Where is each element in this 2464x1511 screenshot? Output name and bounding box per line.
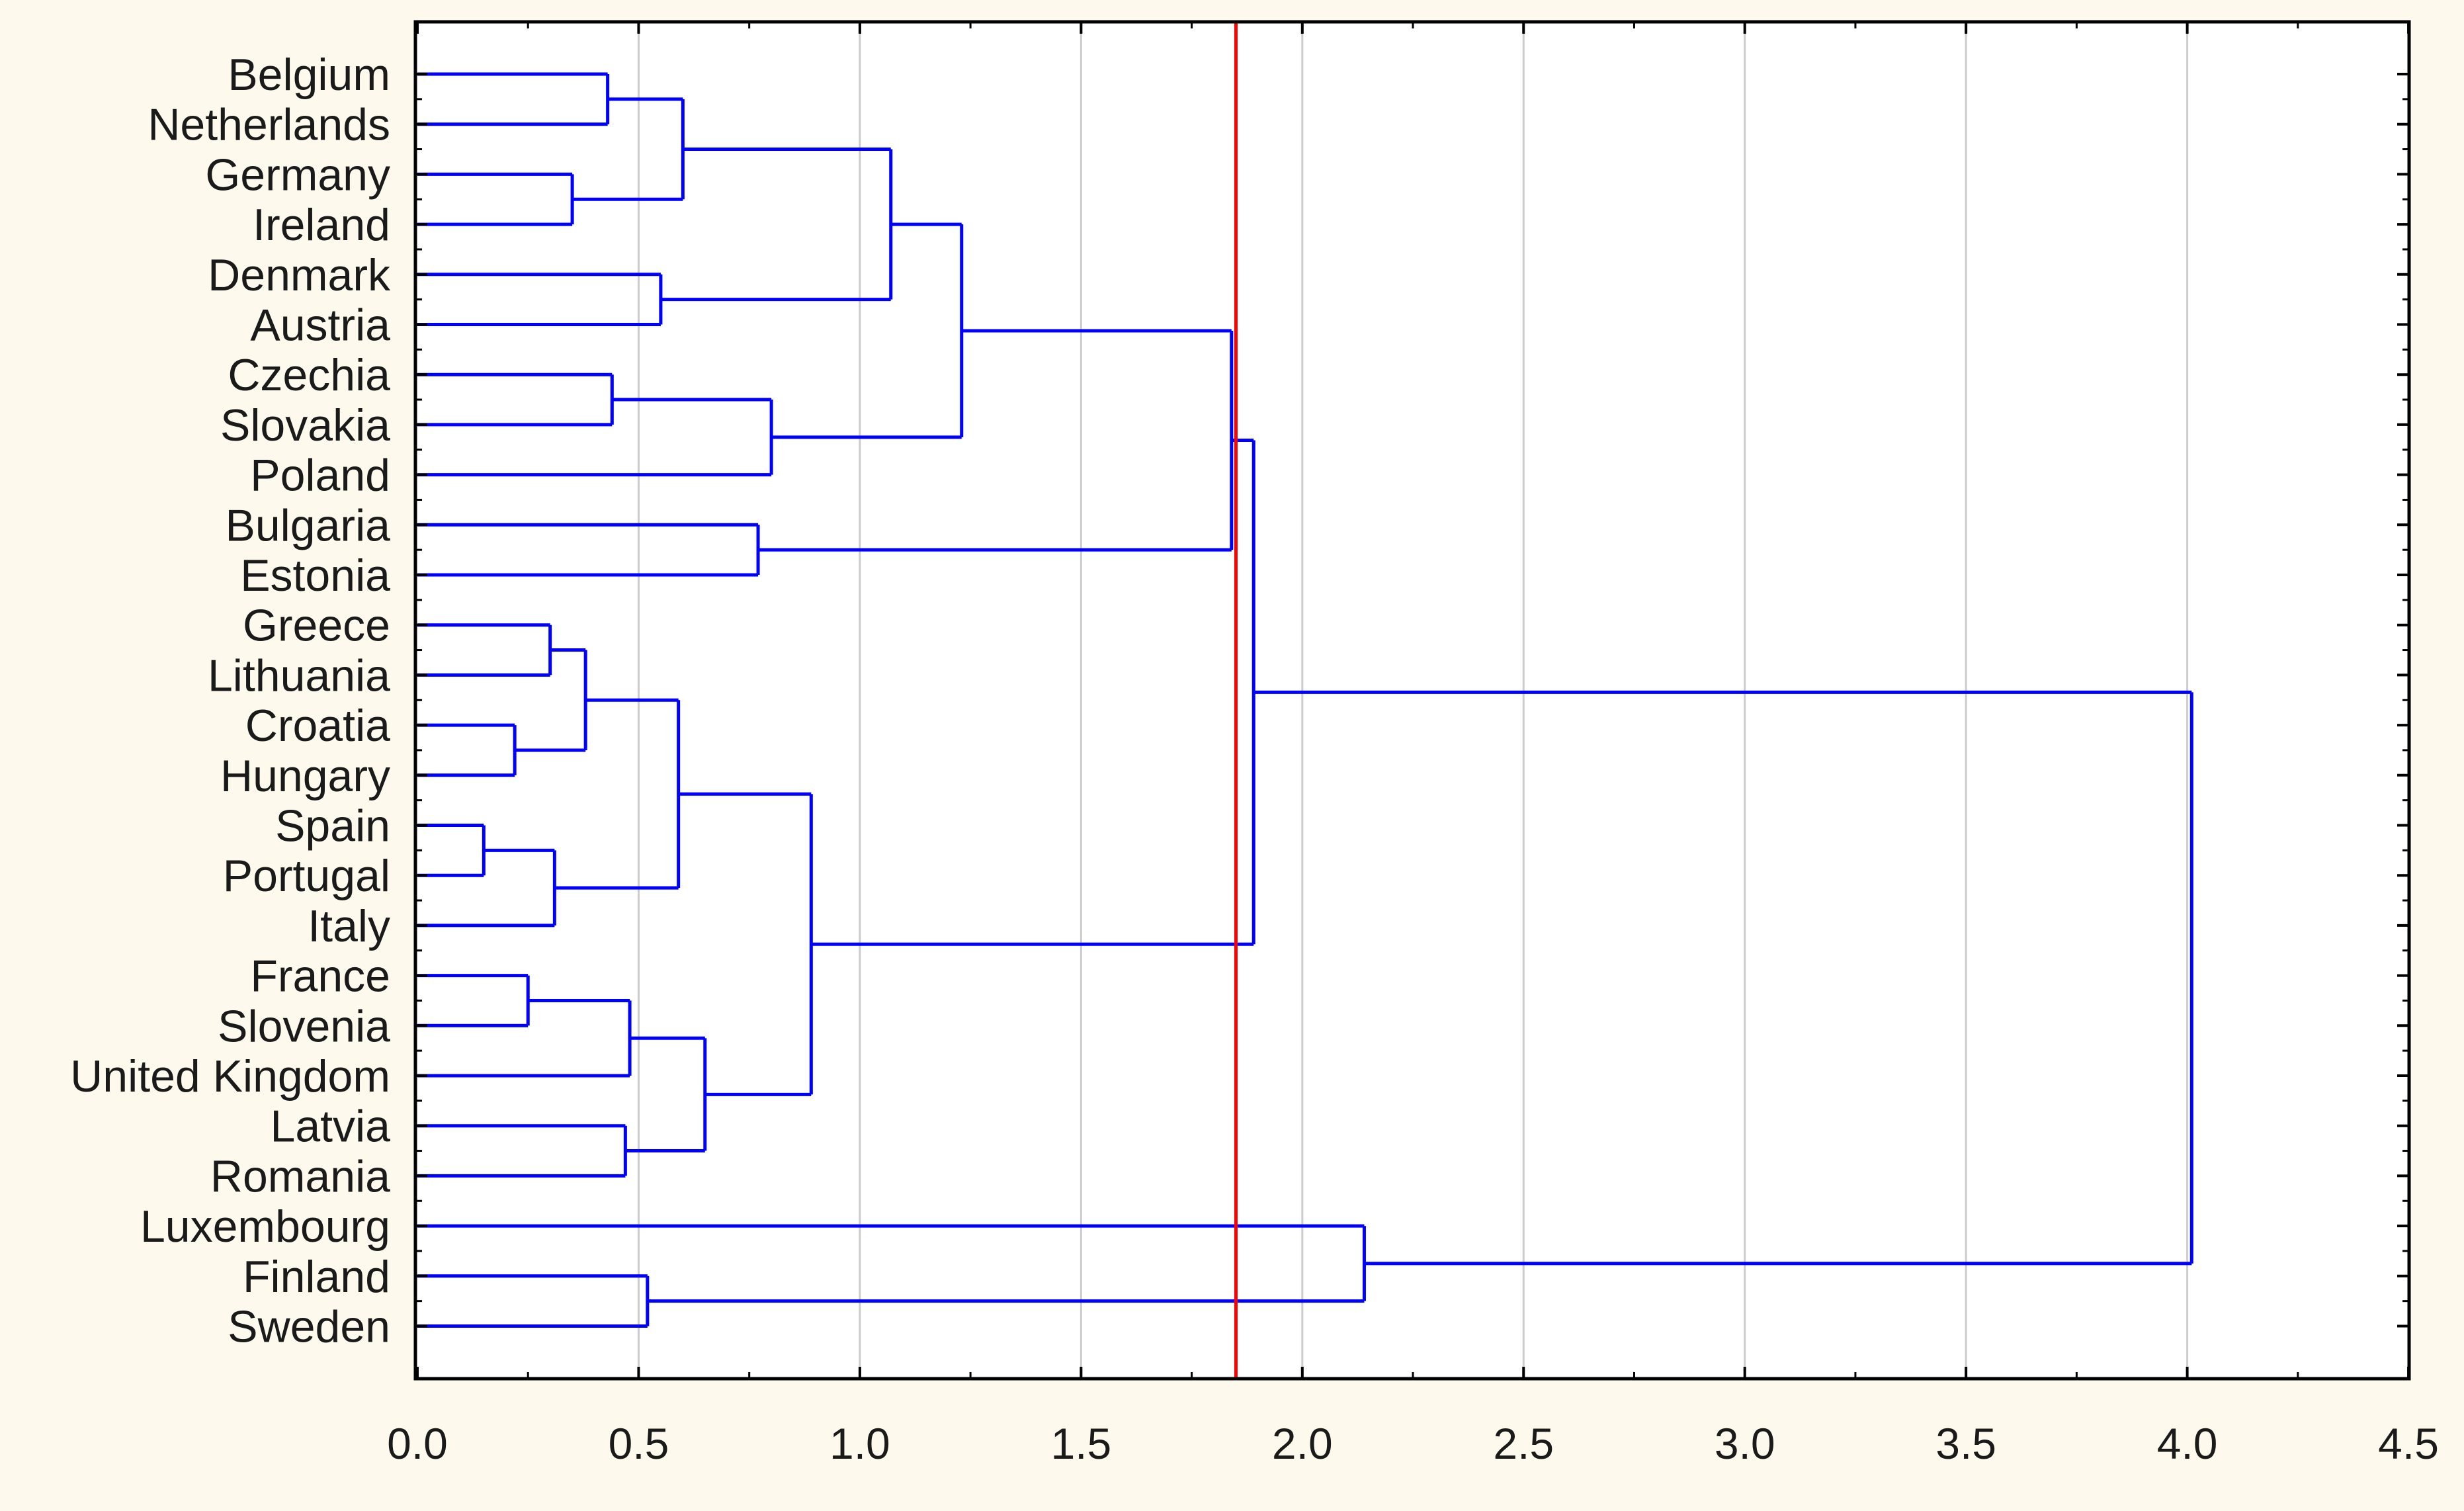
leaf-label: Finland	[243, 1252, 390, 1302]
leaf-label: Sweden	[228, 1302, 390, 1352]
leaf-label: Luxembourg	[140, 1201, 390, 1252]
leaf-label: Austria	[250, 300, 390, 351]
x-tick-label: 3.0	[1715, 1419, 1775, 1468]
dendrogram-branches	[417, 72, 2193, 1328]
leaf-label: Lithuania	[208, 650, 390, 701]
x-tick-label: 1.0	[829, 1419, 890, 1468]
leaf-label: Slovenia	[218, 1001, 390, 1051]
leaf-label: Hungary	[220, 751, 390, 801]
leaf-label: United Kingdom	[70, 1051, 390, 1101]
leaf-label: Belgium	[228, 50, 390, 100]
leaf-label: Romania	[210, 1151, 390, 1201]
leaf-label: Spain	[275, 801, 390, 851]
plot-background	[415, 22, 2409, 1379]
leaf-label: France	[250, 951, 390, 1002]
leaf-label: Estonia	[240, 550, 390, 601]
leaf-label: Czechia	[228, 350, 390, 400]
leaf-label: Bulgaria	[226, 500, 391, 550]
grid-lines	[637, 22, 2189, 1379]
leaf-label: Portugal	[223, 851, 390, 901]
x-tick-label: 2.0	[1272, 1419, 1333, 1468]
leaf-label: Ireland	[253, 200, 390, 250]
x-tick-label: 4.5	[2378, 1419, 2439, 1468]
leaf-label: Poland	[250, 451, 390, 501]
leaf-label: Latvia	[271, 1101, 391, 1152]
leaf-label: Slovakia	[220, 400, 390, 451]
leaf-label: Netherlands	[148, 100, 390, 150]
leaf-label: Germany	[205, 150, 390, 200]
x-axis-tick-labels: 0.0 0.5 1.0 1.5 2.0 2.5 3.0 3.5 4.0 4.5	[387, 1419, 2439, 1468]
leaf-label: Croatia	[245, 701, 390, 751]
leaf-label: Italy	[308, 901, 390, 951]
x-tick-label: 1.5	[1050, 1419, 1111, 1468]
leaf-label: Denmark	[208, 250, 391, 300]
leaf-label: Greece	[243, 601, 390, 651]
x-tick-label: 0.5	[609, 1419, 669, 1468]
x-tick-label: 0.0	[387, 1419, 448, 1468]
x-tick-label: 3.5	[1935, 1419, 1996, 1468]
axis-ticks	[415, 22, 2410, 1379]
x-tick-label: 2.5	[1493, 1419, 1554, 1468]
leaf-labels: BelgiumNetherlandsGermanyIrelandDenmarkA…	[70, 50, 391, 1352]
x-tick-label: 4.0	[2157, 1419, 2218, 1468]
